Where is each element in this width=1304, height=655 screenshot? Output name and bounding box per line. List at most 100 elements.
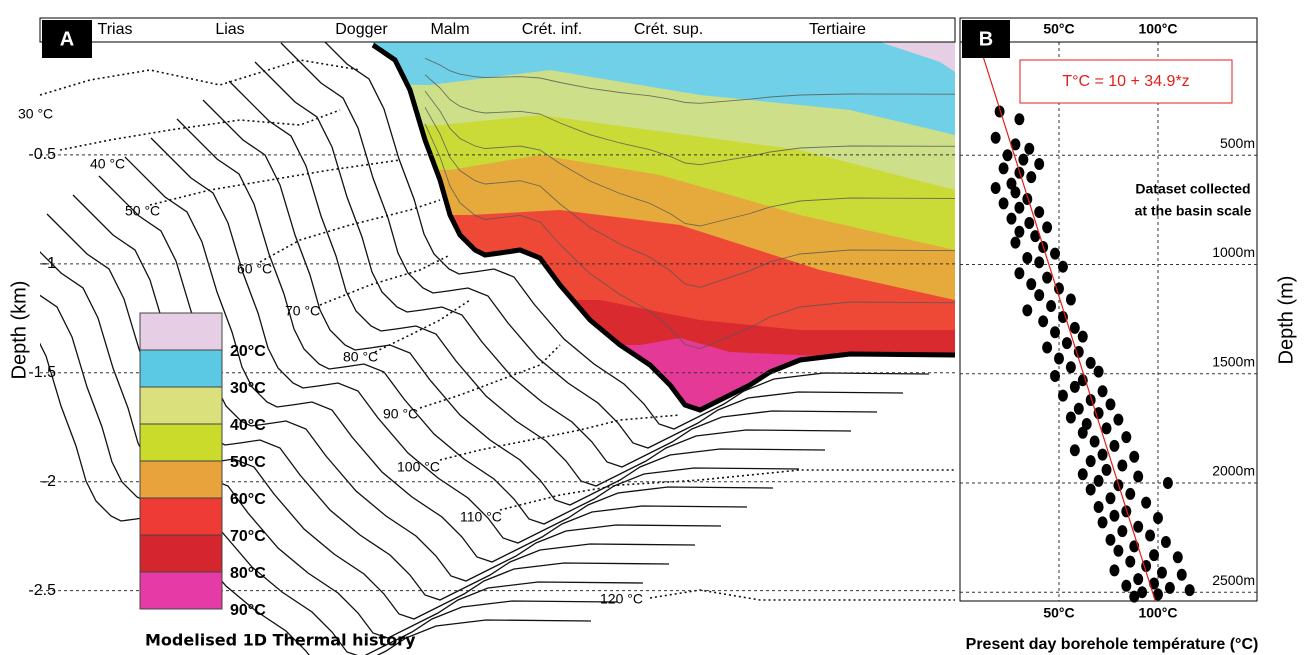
data-point — [1097, 448, 1108, 461]
panel-label-box — [962, 20, 1010, 58]
data-point — [1162, 477, 1173, 490]
equation-box — [1019, 59, 1233, 104]
annotation: at the basin scale — [1135, 203, 1252, 219]
y-axis-label: Depth (km) — [8, 281, 30, 380]
data-point — [1133, 520, 1144, 533]
period-label: Crét. sup. — [634, 21, 703, 38]
data-point — [1109, 439, 1120, 452]
data-point — [1176, 568, 1187, 581]
data-point — [1121, 505, 1132, 518]
temperature-zone — [880, 42, 955, 72]
data-point — [1097, 385, 1108, 398]
legend-swatch — [139, 497, 223, 536]
period-label: Malm — [430, 21, 469, 38]
data-point — [1081, 418, 1092, 431]
legend-label: 30°C — [230, 380, 266, 397]
data-point — [1113, 544, 1124, 557]
data-point — [1014, 201, 1025, 214]
burial-curve — [124, 156, 748, 563]
y-tick-label: -0.5 — [28, 146, 56, 163]
data-point — [1121, 431, 1132, 444]
data-point — [1125, 487, 1136, 500]
y-tick-label: -1.5 — [28, 364, 56, 381]
data-point — [1117, 525, 1128, 538]
data-point — [1024, 216, 1035, 229]
data-point — [1129, 450, 1140, 463]
y-tick-label: 2500m — [1212, 572, 1255, 588]
data-point — [1034, 157, 1045, 170]
y-tick-label: -2 — [42, 473, 56, 490]
data-point — [1077, 468, 1088, 481]
data-point — [1141, 496, 1152, 509]
data-point — [1010, 186, 1021, 199]
legend-label: 60°C — [230, 491, 266, 508]
period-label: Crét. inf. — [522, 21, 582, 38]
strata-line — [424, 107, 955, 288]
data-point — [1073, 402, 1084, 415]
annotation: Dataset collected — [1135, 181, 1250, 197]
data-point — [1010, 138, 1021, 151]
fit-line — [979, 45, 1156, 602]
strata-line — [424, 57, 955, 104]
isotherm-label: 80 °C — [343, 349, 378, 365]
data-point — [1006, 212, 1017, 225]
data-point — [1153, 588, 1163, 601]
x-tick-label: 100°C — [1138, 21, 1177, 37]
isotherm-label: 100 °C — [397, 459, 440, 475]
data-point — [1085, 483, 1096, 496]
data-point — [1018, 153, 1029, 166]
isotherm-label: 40 °C — [90, 156, 125, 172]
panel-label: A — [60, 28, 74, 50]
x-axis-label: Present day borehole température (°C) — [966, 636, 1259, 653]
data-point — [1073, 345, 1084, 358]
data-point — [1022, 251, 1033, 264]
data-point — [1137, 586, 1148, 599]
data-point — [1153, 511, 1163, 524]
y-tick-label: -1 — [42, 255, 56, 272]
data-point — [1069, 380, 1080, 393]
y-tick-label: 1500m — [1212, 353, 1255, 369]
data-point — [1129, 590, 1140, 603]
data-point — [1010, 236, 1021, 249]
burial-curve — [254, 61, 878, 468]
data-point — [1026, 278, 1037, 291]
data-point — [1022, 304, 1033, 317]
data-point — [1077, 330, 1088, 343]
x-tick-label: 50°C — [1043, 21, 1074, 37]
legend-label: 20°C — [230, 343, 266, 360]
data-point — [1065, 361, 1076, 374]
data-point — [1057, 310, 1068, 323]
isotherm-label: 70 °C — [285, 303, 320, 319]
burial-curve — [228, 80, 852, 487]
strata-line — [424, 123, 955, 350]
legend-swatch — [139, 460, 223, 499]
data-point — [1101, 463, 1112, 476]
period-header — [39, 17, 956, 43]
isotherm-label: 110 °C — [460, 509, 502, 525]
data-point — [1014, 113, 1025, 126]
data-point — [1121, 579, 1132, 592]
data-point — [1042, 341, 1053, 354]
data-point — [998, 197, 1009, 210]
data-point — [998, 162, 1009, 175]
y-tick-label: 1000m — [1212, 244, 1255, 260]
temperature-zone — [373, 210, 955, 410]
data-point — [1014, 267, 1025, 280]
data-point — [1065, 293, 1076, 306]
data-point — [1022, 192, 1033, 205]
data-point — [1133, 470, 1144, 483]
data-point — [1057, 389, 1068, 402]
data-point — [1061, 337, 1072, 350]
isotherm-label: 30 °C — [18, 106, 53, 122]
data-point — [1006, 177, 1017, 190]
period-label: Trias — [98, 21, 133, 38]
data-point — [990, 182, 1001, 195]
data-point — [1145, 529, 1156, 542]
data-point — [1014, 225, 1025, 238]
data-point — [1042, 271, 1053, 284]
y-tick-label: 2000m — [1212, 463, 1255, 479]
data-point — [1093, 474, 1104, 487]
isotherm-label: 60 °C — [237, 261, 272, 277]
data-point — [1085, 455, 1096, 468]
